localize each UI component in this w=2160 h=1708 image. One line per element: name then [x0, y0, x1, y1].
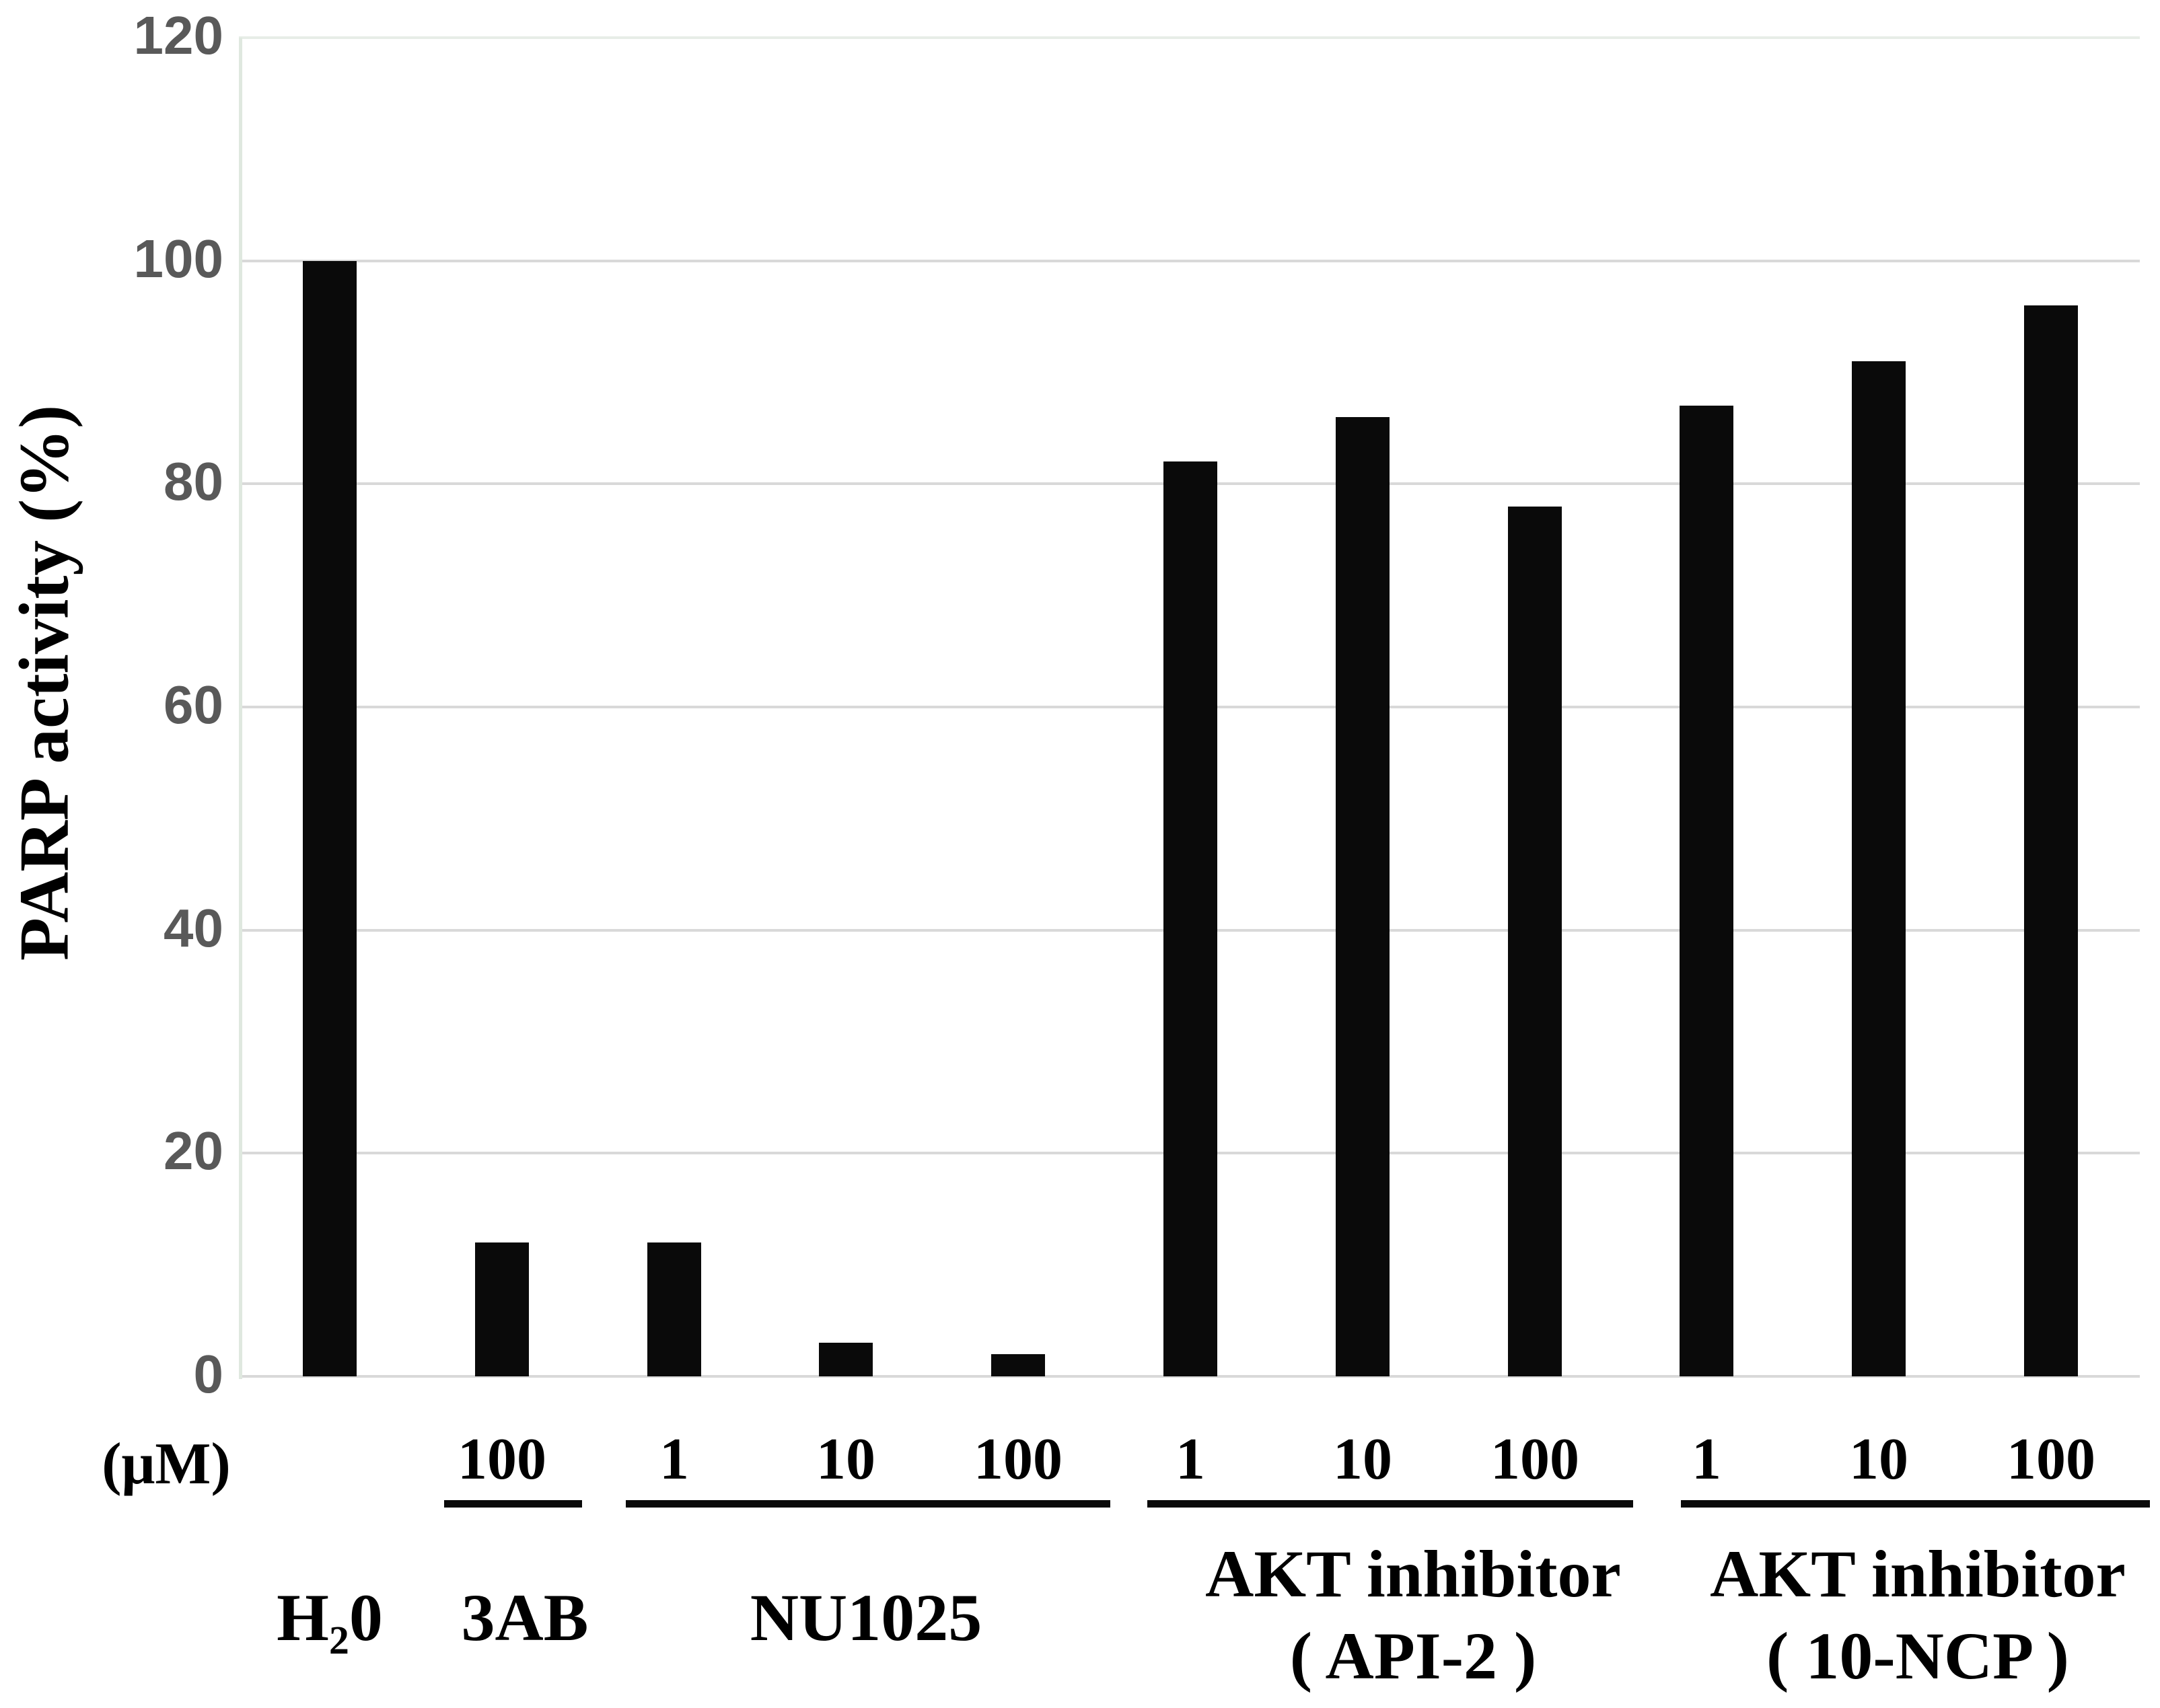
group-label: AKT inhibitor	[1205, 1536, 1621, 1611]
concentration-label: 100	[458, 1427, 546, 1492]
bar-NU1025-100	[991, 1354, 1045, 1376]
y-axis-line	[239, 38, 242, 1379]
y-tick-label-120: 120	[133, 5, 223, 65]
concentration-label: 1	[1692, 1427, 1721, 1492]
group-sublabel: ( 10-NCP )	[1766, 1619, 2069, 1693]
bar-3AB-100	[475, 1242, 529, 1376]
concentration-label: 10	[1333, 1427, 1392, 1492]
y-tick-label-80: 80	[164, 451, 223, 512]
group-label: NU1025	[750, 1580, 982, 1655]
y-tick-label-40: 40	[164, 897, 223, 958]
bar-AKT inhibitor-10	[1852, 361, 1906, 1376]
gridline-100	[239, 259, 2140, 262]
y-tick-label-0: 0	[193, 1343, 224, 1404]
concentration-label: 100	[974, 1427, 1063, 1492]
concentration-label: 1	[659, 1427, 689, 1492]
gridline-120	[239, 36, 2140, 40]
concentration-label: 10	[816, 1427, 875, 1492]
bar-NU1025-10	[819, 1343, 873, 1376]
concentration-label: 100	[2007, 1427, 2095, 1492]
y-tick-label-100: 100	[133, 228, 223, 289]
bar-AKT inhibitor-1	[1680, 406, 1733, 1376]
y-tick-label-60: 60	[164, 674, 223, 735]
group-underline	[1147, 1500, 1633, 1508]
concentration-label: 100	[1490, 1427, 1579, 1492]
bar-NU1025-1	[647, 1242, 701, 1376]
bar-AKT inhibitor-100	[1508, 507, 1562, 1376]
concentration-label: 10	[1849, 1427, 1908, 1492]
bar-AKT inhibitor-100	[2024, 305, 2078, 1376]
group-underline	[444, 1500, 582, 1508]
group-label: H₂0	[277, 1580, 383, 1655]
group-sublabel: ( API-2 )	[1289, 1619, 1537, 1693]
y-tick-label-20: 20	[164, 1121, 223, 1181]
group-label: 3AB	[461, 1580, 589, 1655]
bar-AKT inhibitor-10	[1336, 417, 1390, 1376]
gridline-0	[239, 1375, 2140, 1378]
concentration-unit-label: (μM)	[102, 1432, 231, 1497]
group-underline	[626, 1500, 1110, 1508]
bar-H₂0	[303, 261, 357, 1376]
group-underline	[1681, 1500, 2150, 1508]
bar-AKT inhibitor-1	[1163, 461, 1217, 1376]
group-label: AKT inhibitor	[1710, 1536, 2126, 1611]
concentration-label: 1	[1176, 1427, 1205, 1492]
